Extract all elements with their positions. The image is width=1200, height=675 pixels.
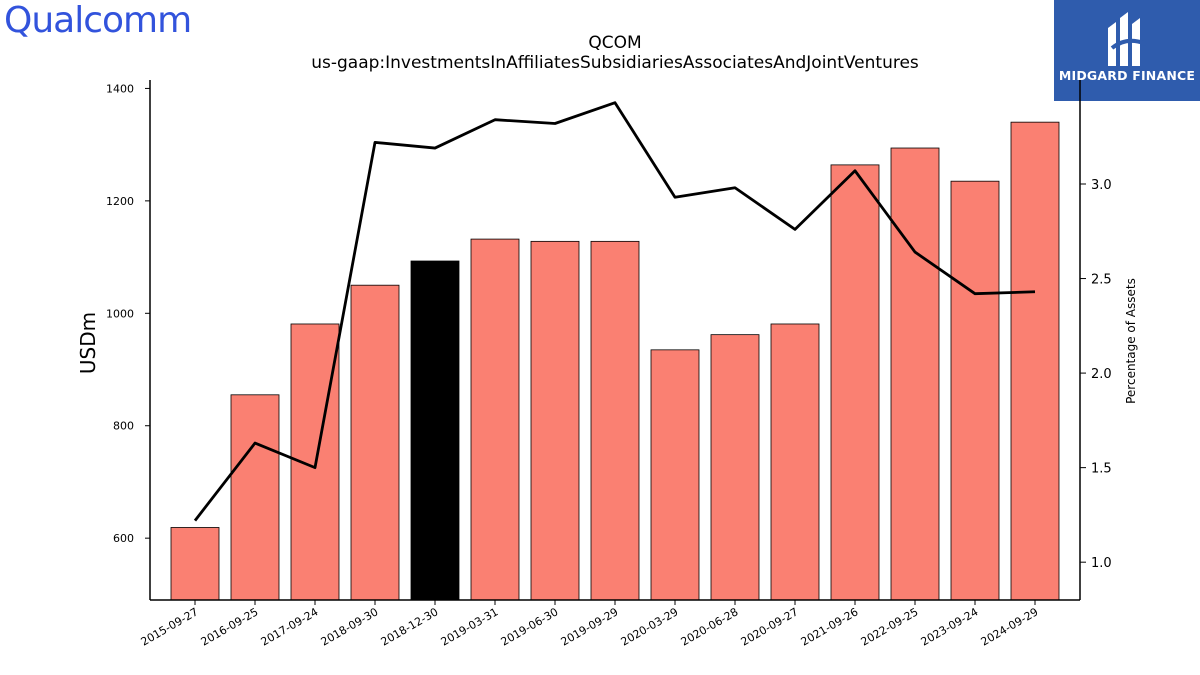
bar-2020-03-29 xyxy=(650,349,700,601)
bar-2020-06-28 xyxy=(710,334,760,601)
x-tick-label: 2015-09-27 xyxy=(139,605,201,648)
y-tick-label: 1200 xyxy=(106,195,134,208)
percentage-of-assets-line xyxy=(193,101,1036,522)
bar-2020-09-27 xyxy=(770,323,820,601)
x-tick-label: 2019-06-30 xyxy=(499,605,561,648)
x-tick-label: 2019-03-31 xyxy=(439,605,501,648)
bar-2019-09-29 xyxy=(590,240,640,601)
chart-title: QCOM xyxy=(588,33,641,53)
x-tick-label: 2020-06-28 xyxy=(679,605,741,648)
y-axis-label: USDm xyxy=(76,312,100,374)
y-tick-label: 1400 xyxy=(106,82,134,95)
bars-group xyxy=(170,121,1060,601)
y-tick-label: 800 xyxy=(113,420,134,433)
bar-2016-09-25 xyxy=(230,394,280,601)
bar-2018-12-30 xyxy=(410,260,460,601)
x-tick-label: 2021-09-26 xyxy=(799,605,861,648)
x-tick-label: 2018-12-30 xyxy=(379,605,441,648)
x-tick-label: 2016-09-25 xyxy=(199,605,261,648)
bar-2019-06-30 xyxy=(530,240,580,601)
x-tick-label: 2020-03-29 xyxy=(619,605,681,648)
x-tick-label: 2022-09-25 xyxy=(859,605,921,648)
bar-2018-09-30 xyxy=(350,284,400,601)
y-tick-label: 1000 xyxy=(106,307,134,320)
bar-2024-09-29 xyxy=(1010,121,1060,601)
bar-2021-09-26 xyxy=(830,164,880,601)
x-tick-label: 2024-09-29 xyxy=(979,605,1041,648)
y2-tick-label: 2.5 xyxy=(1091,273,1112,288)
y2-axis-label: Percentage of Assets xyxy=(1124,278,1138,404)
midgard-logo-mark-icon xyxy=(1108,12,1147,66)
x-tick-label: 2017-09-24 xyxy=(259,605,321,648)
y2-tick-label: 2.0 xyxy=(1091,367,1112,382)
qualcomm-logo: Qualcomm xyxy=(4,0,192,41)
x-tick-label: 2018-09-30 xyxy=(319,605,381,648)
chart-subtitle: us-gaap:InvestmentsInAffiliatesSubsidiar… xyxy=(311,53,919,73)
x-tick-label: 2020-09-27 xyxy=(739,605,801,648)
y2-tick-label: 1.0 xyxy=(1091,556,1112,571)
x-tick-label: 2023-09-24 xyxy=(919,605,981,648)
x-tick-label: 2019-09-29 xyxy=(559,605,621,648)
y-tick-label: 600 xyxy=(113,532,134,545)
y2-tick-label: 1.5 xyxy=(1091,462,1112,477)
line-group xyxy=(193,101,1036,522)
bar-2022-09-25 xyxy=(890,147,940,601)
bar-2015-09-27 xyxy=(170,527,220,601)
bar-2023-09-24 xyxy=(950,180,1000,601)
bar-2019-03-31 xyxy=(470,238,520,601)
y2-tick-label: 3.0 xyxy=(1091,178,1112,193)
midgard-brand-text: MIDGARD FINANCE xyxy=(1058,68,1196,83)
midgard-finance-logo: MIDGARD FINANCE xyxy=(1054,0,1200,101)
